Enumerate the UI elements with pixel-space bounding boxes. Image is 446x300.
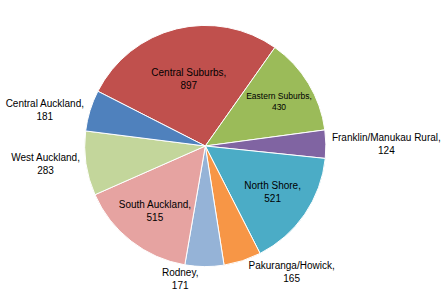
svg-text:Central Suburbs,897: Central Suburbs,897: [151, 67, 226, 91]
svg-text:Central Auckland,181: Central Auckland,181: [6, 98, 84, 122]
svg-text:Pakuranga/Howick,165: Pakuranga/Howick,165: [249, 260, 335, 284]
svg-text:Rodney,171: Rodney,171: [162, 267, 199, 291]
svg-text:Eastern Suburbs,430: Eastern Suburbs,430: [246, 91, 312, 112]
svg-text:South Auckland,515: South Auckland,515: [119, 199, 191, 223]
svg-text:North Shore,521: North Shore,521: [244, 180, 301, 204]
svg-text:Franklin/Manukau Rural,124: Franklin/Manukau Rural,124: [332, 132, 441, 156]
svg-text:West Auckland,283: West Auckland,283: [11, 152, 80, 176]
